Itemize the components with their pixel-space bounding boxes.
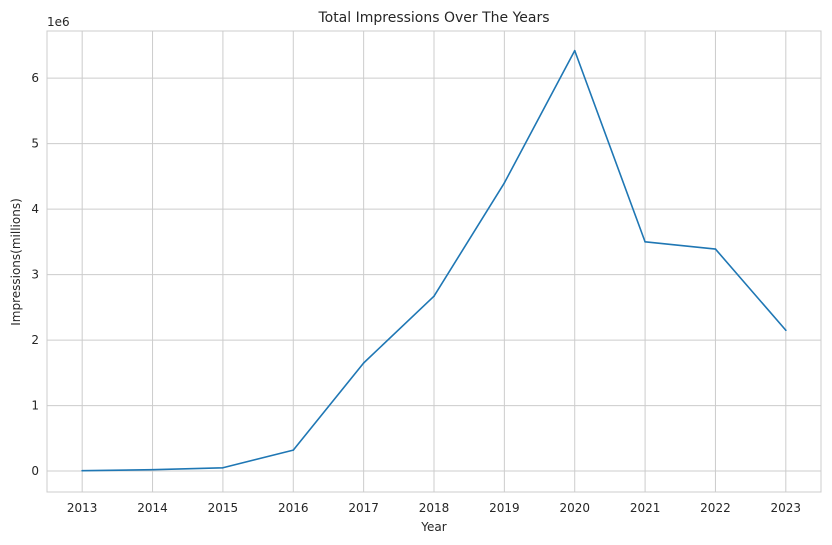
- y-tick-label: 0: [31, 464, 39, 478]
- data-point: [573, 49, 576, 52]
- data-point: [222, 466, 224, 469]
- x-tick-label: 2023: [771, 501, 802, 515]
- grid: [47, 31, 821, 492]
- x-tick-label: 2017: [348, 501, 379, 515]
- x-axis-label: Year: [420, 520, 446, 534]
- y-tick-label: 3: [31, 268, 39, 282]
- x-tick-label: 2015: [208, 501, 239, 515]
- data-point: [292, 449, 295, 451]
- data-point: [151, 468, 154, 471]
- data-point: [81, 469, 83, 472]
- y-tick-labels: 0 1 2 3 4 5 6: [31, 71, 39, 478]
- y-tick-label: 5: [31, 137, 39, 151]
- x-tick-label: 2014: [137, 501, 168, 515]
- data-point: [644, 241, 646, 243]
- x-tick-label: 2018: [419, 501, 450, 515]
- x-tick-label: 2019: [489, 501, 520, 515]
- data-point: [433, 295, 435, 298]
- y-tick-label: 2: [31, 333, 39, 347]
- data-point: [503, 182, 506, 184]
- plot-frame: [46, 30, 822, 493]
- series-layer: [81, 49, 787, 472]
- data-point: [362, 362, 365, 364]
- x-tick-label: 2016: [278, 501, 309, 515]
- y-axis-label: Impressions(millions): [9, 198, 23, 326]
- x-tick-label: 2020: [559, 501, 590, 515]
- data-point: [714, 248, 717, 250]
- y-tick-label: 6: [31, 71, 39, 85]
- x-tick-labels: 2013 2014 2015 2016 2017 2018 2019 2020 2021 2022…: [67, 501, 801, 515]
- x-tick-label: 2013: [67, 501, 98, 515]
- y-offset-label: 1e6: [47, 15, 70, 29]
- x-tick-label: 2021: [630, 501, 661, 515]
- x-tick-label: 2022: [700, 501, 731, 515]
- chart-title: Total Impressions Over The Years: [317, 10, 549, 26]
- data-point: [785, 329, 787, 332]
- y-tick-label: 4: [31, 202, 39, 216]
- y-tick-label: 1: [31, 399, 39, 413]
